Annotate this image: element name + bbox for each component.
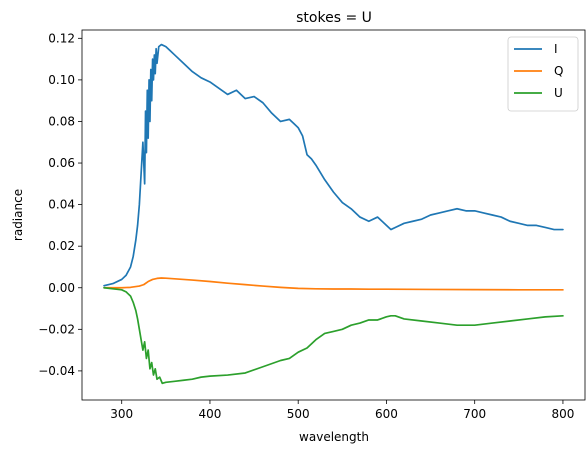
series-line-q — [103, 277, 564, 291]
y-tick-label: −0.04 — [38, 364, 75, 378]
legend-label-i: I — [554, 42, 558, 56]
legend: IQU — [507, 36, 579, 112]
y-tick-label: 0.02 — [48, 239, 75, 253]
legend-label-u: U — [554, 86, 563, 100]
y-tick-label: 0.00 — [48, 281, 75, 295]
x-tick-label: 600 — [375, 407, 398, 421]
y-tick-label: 0.08 — [48, 114, 75, 128]
legend-label-q: Q — [554, 64, 563, 78]
chart-title: stokes = U — [296, 10, 372, 26]
y-tick-label: 0.10 — [48, 73, 75, 87]
x-tick-label: 800 — [551, 407, 574, 421]
x-tick-label: 300 — [110, 407, 133, 421]
y-tick-label: 0.06 — [48, 156, 75, 170]
y-tick-label: 0.04 — [48, 198, 75, 212]
series-line-u — [103, 286, 564, 385]
y-tick-label: 0.12 — [48, 31, 75, 45]
series-line-i — [103, 43, 564, 287]
x-tick-label: 400 — [199, 407, 222, 421]
plot-area — [103, 43, 564, 385]
y-axis-label: radiance — [11, 189, 25, 241]
x-tick-label: 500 — [287, 407, 310, 421]
x-axis-label: wavelength — [299, 430, 369, 444]
x-tick-label: 700 — [463, 407, 486, 421]
x-axis: 300 400 500 600 700 800 — [110, 400, 574, 421]
axes-frame — [81, 29, 586, 401]
y-tick-label: −0.02 — [38, 322, 75, 336]
y-axis: −0.04 −0.02 0.00 0.02 0.04 0.06 0.08 0.10 0.12 — [38, 31, 82, 378]
